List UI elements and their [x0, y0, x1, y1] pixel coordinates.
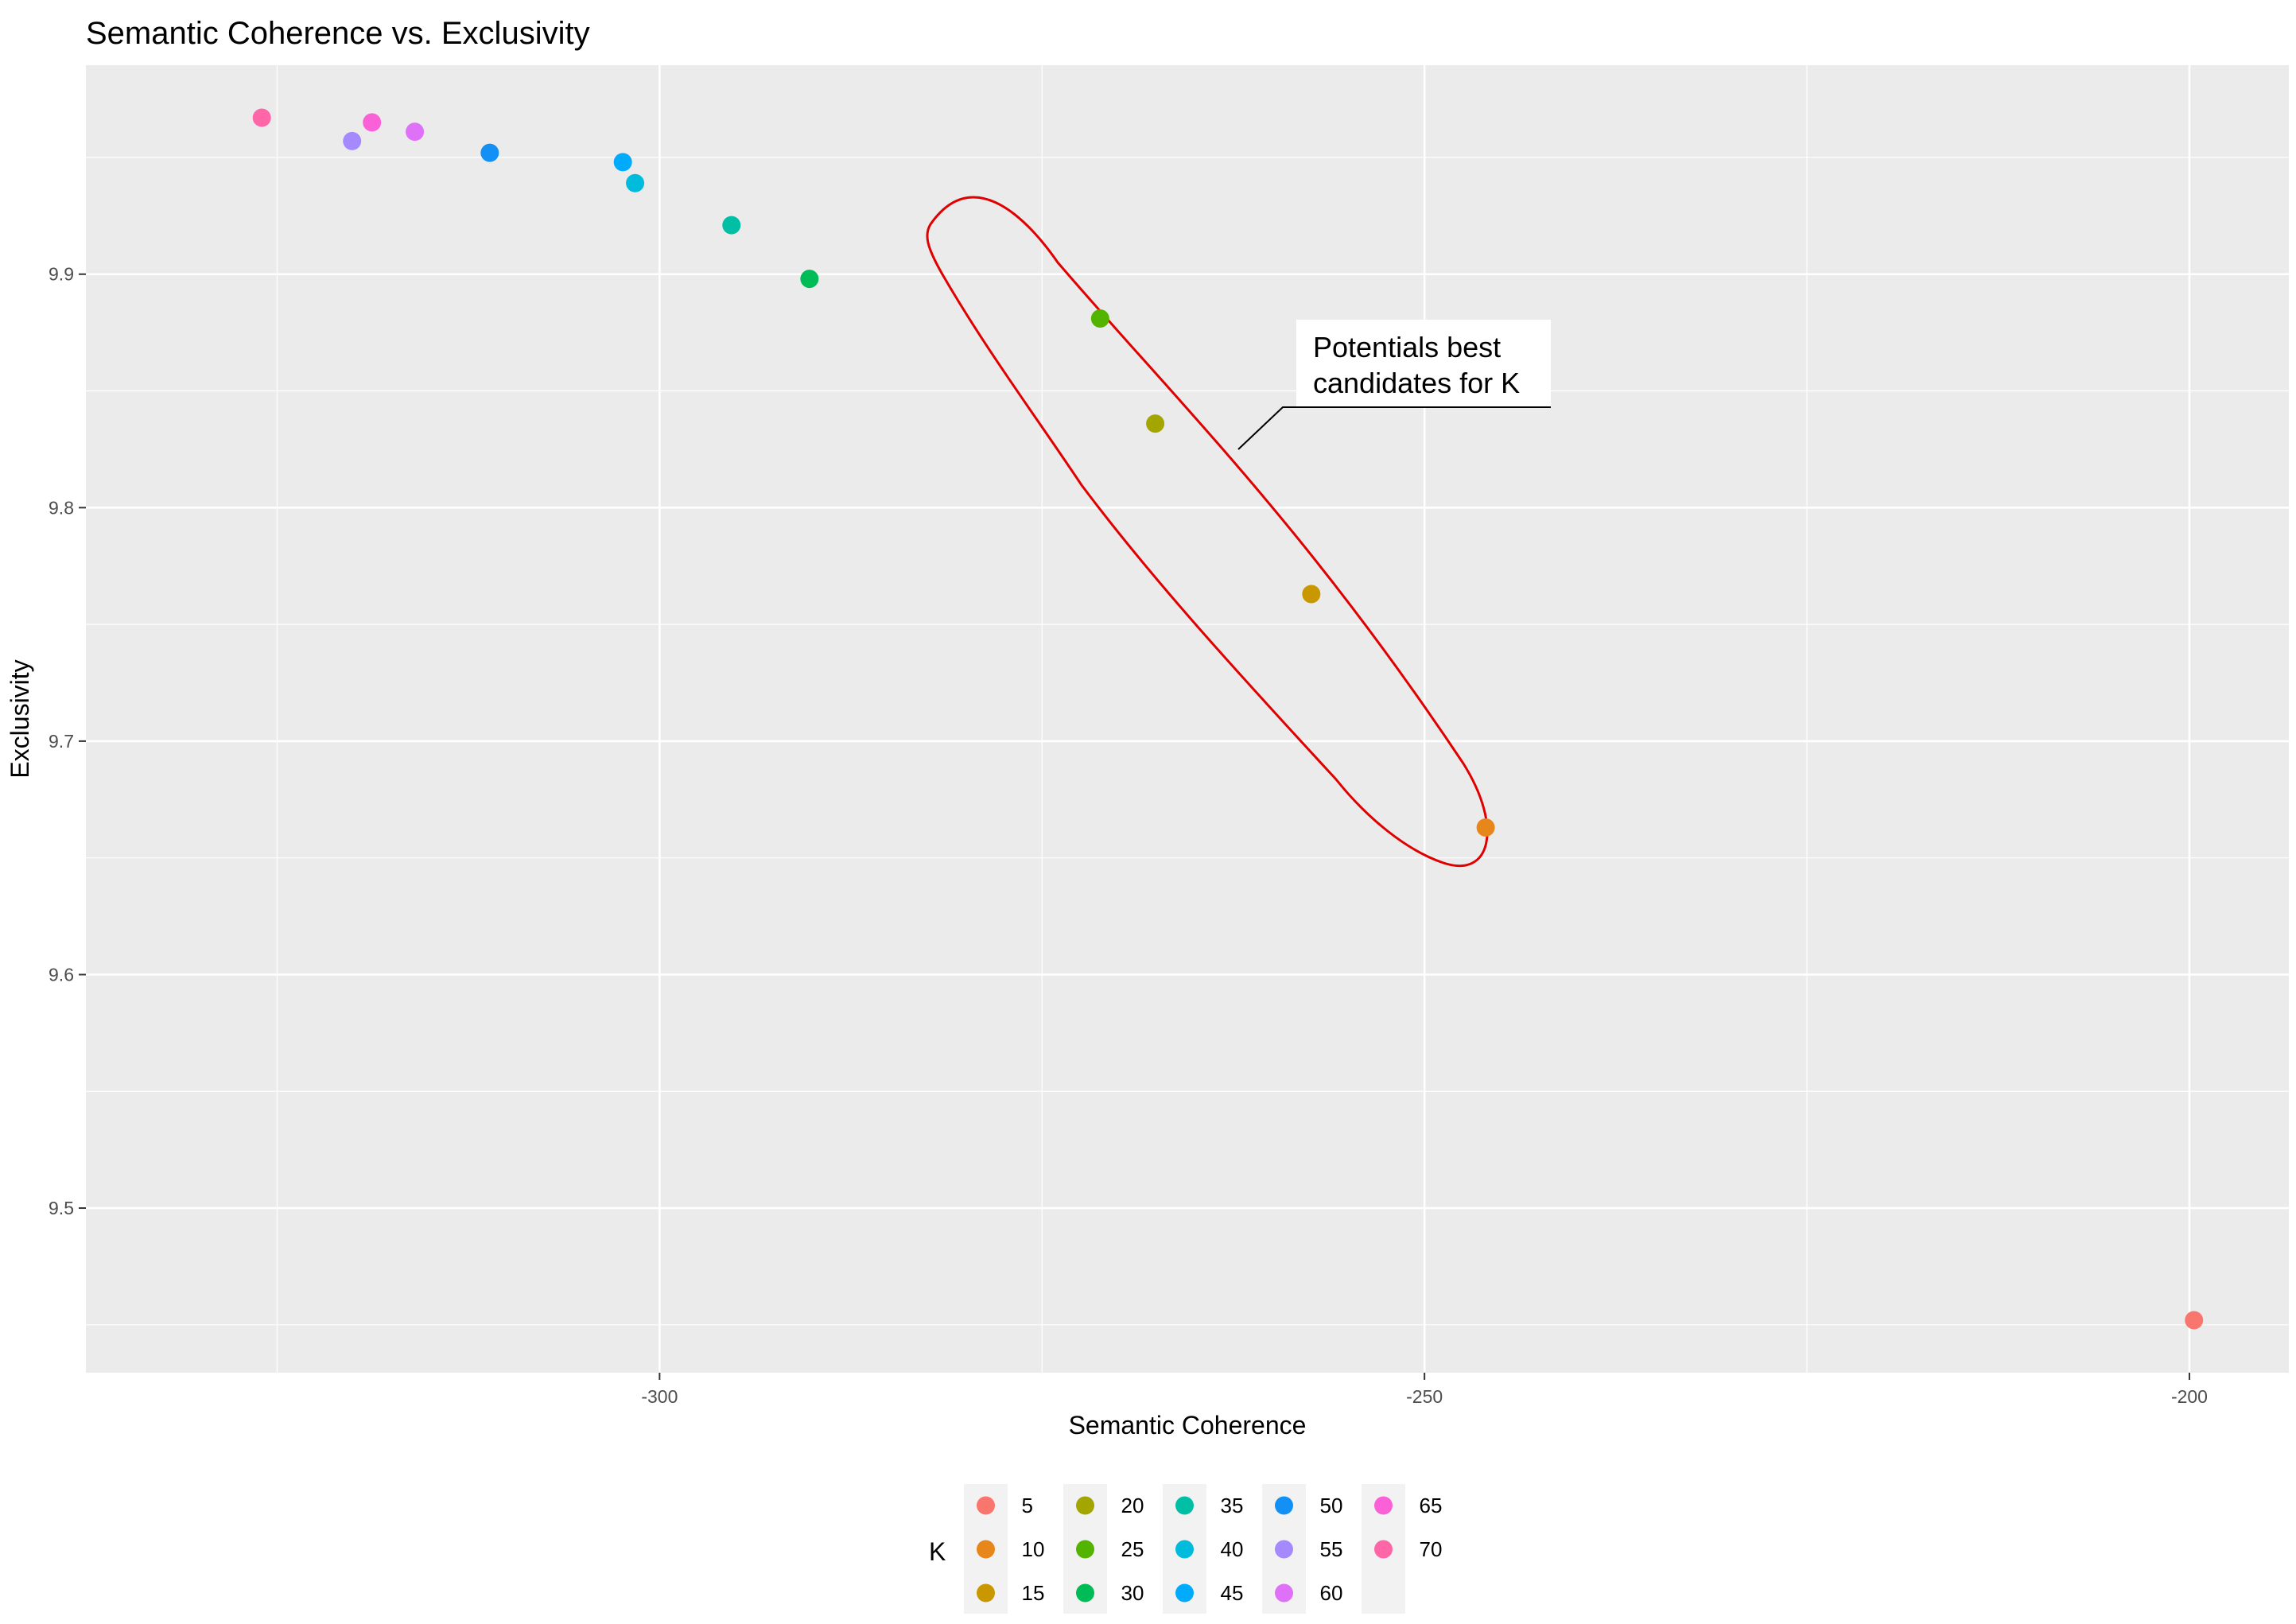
legend-label-k50: 50	[1320, 1494, 1343, 1517]
legend-swatch-k40	[1175, 1540, 1194, 1559]
legend-label-k10: 10	[1022, 1537, 1045, 1561]
data-point-k40	[626, 173, 645, 192]
data-point-k5	[2185, 1311, 2204, 1330]
legend: K 5 10 15 20 25 30 35 40 45 50 55 60 65 70	[929, 1484, 1442, 1614]
legend-swatch-k25	[1076, 1540, 1094, 1559]
data-point-k45	[613, 153, 632, 172]
grid-minor	[86, 65, 2289, 1373]
annotation-box	[1296, 320, 1551, 407]
y-tick-label: 9.8	[49, 497, 74, 518]
data-point-k70	[252, 108, 271, 127]
x-axis-ticks: -300 -250 -200	[641, 1373, 2208, 1407]
legend-label-k20: 20	[1121, 1494, 1144, 1517]
legend-swatch-k15	[977, 1583, 995, 1603]
annotation-line-1: Potentials best	[1313, 331, 1501, 363]
legend-swatch-k35	[1175, 1496, 1194, 1515]
data-point-k35	[722, 216, 741, 235]
legend-label-k30: 30	[1121, 1581, 1144, 1605]
annotation-line-2: candidates for K	[1313, 367, 1520, 399]
annotation: Potentials best candidates for K	[1237, 320, 1551, 450]
data-point-k30	[800, 270, 819, 289]
data-point-k25	[1090, 309, 1109, 328]
y-axis-ticks: 9.5 9.6 9.7 9.8 9.9	[49, 264, 86, 1218]
legend-swatch-k5	[977, 1496, 995, 1515]
y-tick-label: 9.5	[49, 1198, 74, 1218]
legend-swatch-k65	[1374, 1496, 1393, 1515]
legend-swatch-k45	[1175, 1583, 1194, 1603]
legend-swatch-k20	[1076, 1496, 1094, 1515]
legend-swatch-k55	[1275, 1540, 1293, 1559]
data-point-k55	[343, 131, 362, 150]
data-point-k15	[1302, 585, 1321, 604]
legend-swatch-k70	[1374, 1540, 1393, 1559]
data-point-k20	[1146, 414, 1165, 433]
y-tick-label: 9.7	[49, 731, 74, 752]
legend-label-k55: 55	[1320, 1537, 1343, 1561]
legend-label-k70: 70	[1420, 1537, 1443, 1561]
legend-title: K	[929, 1537, 946, 1566]
data-point-k10	[1476, 818, 1495, 837]
legend-label-k65: 65	[1420, 1494, 1443, 1517]
x-tick-label: -200	[2171, 1386, 2208, 1407]
legend-label-k35: 35	[1221, 1494, 1244, 1517]
legend-swatch-k60	[1275, 1583, 1293, 1603]
grid-major	[86, 65, 2289, 1373]
y-tick-label: 9.6	[49, 964, 74, 985]
y-tick-label: 9.9	[49, 264, 74, 285]
y-axis-title: Exclusivity	[6, 659, 34, 778]
x-axis-title: Semantic Coherence	[1069, 1411, 1307, 1439]
data-point-k60	[406, 122, 425, 142]
chart-title: Semantic Coherence vs. Exclusivity	[86, 16, 590, 51]
legend-label-k40: 40	[1221, 1537, 1244, 1561]
legend-swatch-k10	[977, 1540, 995, 1559]
data-point-k65	[363, 113, 382, 132]
legend-swatch-k50	[1275, 1496, 1293, 1515]
plot-panel	[86, 65, 2289, 1373]
legend-swatch-k30	[1076, 1583, 1094, 1603]
legend-label-k60: 60	[1320, 1581, 1343, 1605]
x-tick-label: -250	[1406, 1386, 1443, 1407]
x-tick-label: -300	[641, 1386, 678, 1407]
legend-label-k45: 45	[1221, 1581, 1244, 1605]
legend-label-k25: 25	[1121, 1537, 1144, 1561]
data-points	[252, 108, 2204, 1330]
legend-label-k5: 5	[1022, 1494, 1033, 1517]
legend-label-k15: 15	[1022, 1581, 1045, 1605]
data-point-k50	[480, 143, 499, 162]
annotation-leader	[1237, 406, 1551, 450]
